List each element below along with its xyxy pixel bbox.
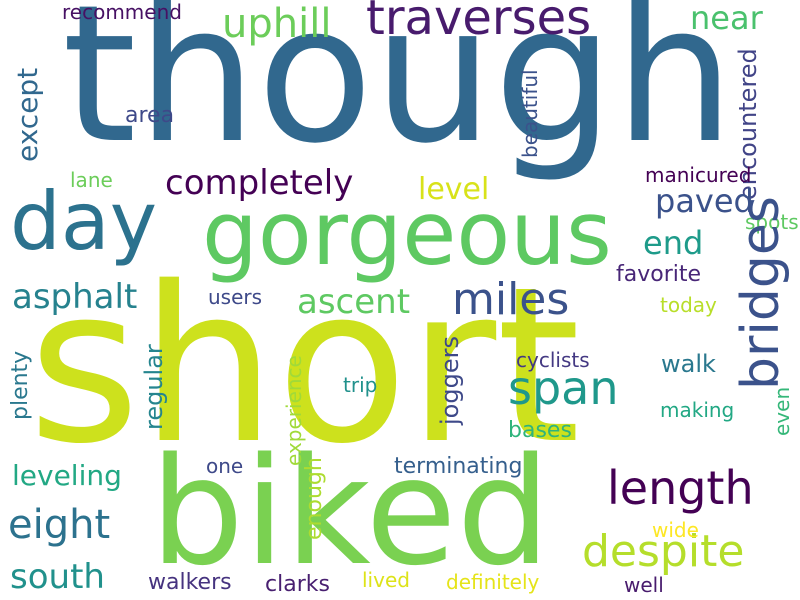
word-lived: lived: [362, 568, 410, 592]
word-recommend: recommend: [62, 0, 182, 24]
word-even: even: [770, 386, 794, 436]
word-south: south: [10, 557, 105, 597]
word-end: end: [643, 224, 704, 262]
word-joggers: joggers: [436, 336, 464, 425]
word-short: short: [28, 240, 581, 491]
word-level: level: [418, 172, 490, 207]
word-today: today: [660, 293, 717, 317]
word-beautiful: beautiful: [518, 69, 542, 158]
word-plenty: plenty: [8, 350, 33, 420]
word-except: except: [11, 67, 44, 162]
word-completely: completely: [165, 163, 354, 203]
word-enough: enough: [302, 457, 327, 540]
word-wide: wide: [652, 518, 699, 542]
word-though: though: [62, 0, 735, 185]
word-ascent: ascent: [297, 282, 411, 322]
word-walkers: walkers: [148, 570, 232, 595]
word-users: users: [208, 285, 263, 309]
word-day: day: [10, 175, 158, 268]
word-biked: biked: [150, 426, 551, 598]
word-clarks: clarks: [265, 572, 330, 597]
word-leveling: leveling: [12, 459, 122, 492]
word-despite: despite: [582, 526, 745, 577]
word-length: length: [607, 461, 754, 515]
word-area: area: [125, 103, 175, 128]
word-definitely: definitely: [446, 570, 540, 594]
word-asphalt: asphalt: [12, 277, 138, 317]
word-miles: miles: [452, 274, 570, 325]
word-manicured: manicured: [645, 163, 752, 187]
word-paved: paved: [655, 182, 754, 220]
word-making: making: [660, 398, 735, 422]
word-bases: bases: [508, 418, 572, 443]
word-experience: experience: [282, 355, 306, 466]
word-eight: eight: [8, 502, 111, 548]
word-bridges: bridges: [731, 196, 791, 390]
word-near: near: [690, 0, 763, 37]
word-walk: walk: [661, 350, 716, 378]
word-regular: regular: [140, 344, 168, 430]
word-terminating: terminating: [394, 454, 523, 479]
word-traverses: traverses: [366, 0, 592, 46]
word-span: span: [508, 361, 619, 415]
word-gorgeous: gorgeous: [202, 182, 612, 285]
word-trip: trip: [343, 373, 378, 397]
word-spots: spots: [745, 210, 799, 234]
word-well: well: [624, 573, 664, 597]
word-one: one: [206, 454, 244, 478]
word-cyclists: cyclists: [516, 348, 590, 372]
word-lane: lane: [70, 168, 113, 192]
word-uphill: uphill: [222, 1, 332, 47]
word-favorite: favorite: [616, 262, 702, 287]
